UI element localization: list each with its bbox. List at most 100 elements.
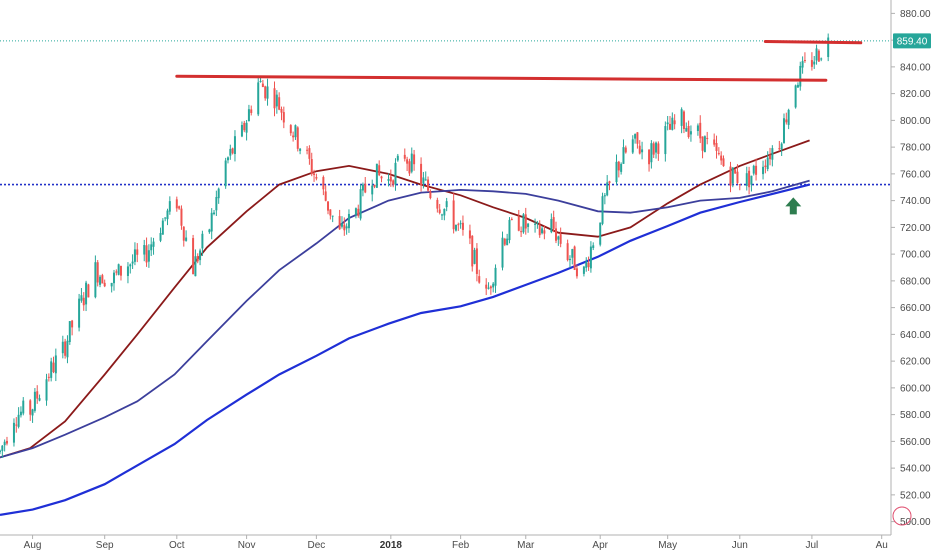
candle-up	[655, 142, 658, 153]
candle-down	[64, 341, 67, 356]
price-axis[interactable]: 500.00 520.00 540.00 560.00 580.00 600.00 620.…	[891, 9, 931, 528]
candle-up	[233, 136, 236, 155]
y-tick-label: 720.00	[900, 223, 931, 234]
candle-down	[196, 256, 199, 262]
candle-down	[668, 123, 671, 130]
candle-down	[115, 271, 118, 273]
candle-up	[787, 109, 790, 125]
candle-up	[245, 122, 248, 133]
candle-down	[715, 143, 718, 151]
last-price-label: 859.40	[897, 36, 928, 47]
candle-down	[573, 246, 576, 270]
x-tick-label: Dec	[307, 540, 325, 550]
candle-up	[443, 208, 446, 216]
candle-up	[299, 148, 302, 151]
last-price-tag: 859.40	[893, 33, 931, 49]
candle-up	[487, 287, 490, 289]
candle-up	[634, 134, 637, 139]
candle-up	[259, 80, 262, 82]
time-axis[interactable]: Aug Sep Oct Nov Dec 2018 Feb Mar Apr May Jun Jul Au	[24, 535, 888, 550]
candle-down	[778, 148, 781, 150]
annotations-layer[interactable]	[175, 39, 863, 215]
candle-up	[240, 124, 243, 137]
candle-up	[745, 173, 748, 187]
y-tick-label: 600.00	[900, 383, 931, 394]
candle-down	[652, 143, 655, 155]
candle-down	[543, 230, 546, 234]
candle-up	[50, 361, 53, 378]
candle-up	[133, 249, 136, 262]
candle-up	[703, 136, 706, 153]
candle-up	[201, 233, 204, 249]
candle-up	[689, 131, 692, 135]
candle-down	[706, 137, 709, 139]
candle-down	[555, 228, 558, 241]
candle-up	[664, 126, 667, 155]
candle-up	[601, 196, 604, 224]
candle-down	[313, 173, 316, 175]
y-tick-label: 760.00	[900, 169, 931, 180]
candle-up	[396, 155, 399, 161]
candle-down	[327, 201, 330, 211]
y-tick-label: 680.00	[900, 276, 931, 287]
candle-down	[559, 234, 562, 244]
candle-down	[624, 147, 627, 153]
candle-up	[592, 245, 595, 249]
candle-down	[324, 191, 327, 201]
candle-down	[82, 297, 85, 306]
candle-up	[527, 223, 530, 227]
candle-down	[296, 127, 299, 149]
candle-up	[620, 163, 623, 172]
y-tick-label: 740.00	[900, 196, 931, 207]
candle-down	[736, 171, 739, 183]
candle-down	[357, 208, 360, 216]
candle-up	[685, 128, 688, 132]
candle-up	[494, 267, 497, 286]
horizontal-lines-layer	[0, 40, 891, 186]
candle-down	[310, 159, 313, 175]
candle-down	[468, 230, 471, 239]
candle-up	[568, 258, 571, 261]
candle-up	[210, 212, 213, 232]
candle-down	[608, 181, 611, 184]
candle-down	[119, 265, 122, 276]
candle-down	[510, 219, 513, 221]
candle-down	[485, 284, 488, 289]
candle-down	[524, 214, 527, 229]
candle-up	[185, 237, 188, 241]
y-tick-label: 820.00	[900, 89, 931, 100]
candle-up	[224, 160, 227, 187]
candle-down	[36, 391, 39, 399]
candle-up	[441, 214, 444, 216]
candle-down	[566, 243, 569, 261]
candle-up	[85, 282, 88, 305]
candle-up	[424, 179, 427, 181]
candle-down	[329, 209, 332, 216]
candle-down	[738, 184, 741, 186]
candle-up	[19, 411, 22, 416]
candle-up	[422, 177, 425, 184]
candle-down	[145, 245, 148, 263]
candle-down	[273, 88, 276, 109]
candle-up	[606, 182, 609, 196]
x-tick-label: Aug	[24, 540, 42, 550]
y-tick-label: 620.00	[900, 357, 931, 368]
candle-down	[503, 238, 506, 245]
y-tick-label: 540.00	[900, 464, 931, 475]
scale-settings-icon[interactable]	[892, 506, 912, 526]
candle-up	[226, 157, 229, 161]
candle-up	[589, 246, 592, 269]
candle-down	[701, 136, 704, 151]
candle-up	[622, 147, 625, 164]
candle-up	[361, 184, 364, 191]
candle-up	[796, 84, 799, 88]
candle-down	[817, 50, 820, 62]
candle-up	[771, 148, 774, 160]
y-tick-label: 800.00	[900, 116, 931, 127]
candle-up	[780, 143, 783, 150]
candle-up	[799, 65, 802, 87]
candle-up	[168, 201, 171, 212]
candle-up	[375, 163, 378, 188]
candle-up	[731, 167, 734, 184]
